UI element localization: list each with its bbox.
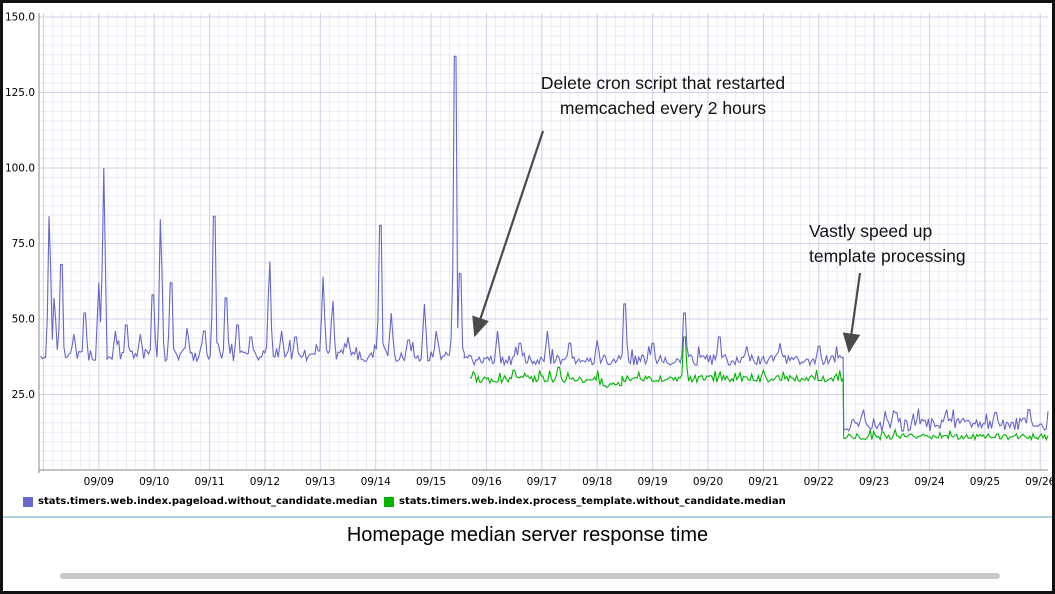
y-tick-label: 125.0	[5, 87, 35, 99]
x-tick-label: 09/17	[527, 476, 557, 488]
x-tick-label: 09/10	[139, 476, 169, 488]
x-tick-label: 09/15	[416, 476, 446, 488]
page-title: Homepage median server response time	[346, 524, 709, 546]
series-line-1	[469, 336, 1049, 442]
x-tick-label: 09/26	[1025, 476, 1052, 488]
chart-canvas: 25.0 50.0 75.0 100.0 125.0 150.0 09/09 09/10 09/…	[5, 12, 1052, 489]
legend-item-process-template: stats.timers.web.index.process_template.…	[384, 496, 786, 507]
y-tick-label: 25.0	[12, 389, 35, 401]
annotation-arrows	[472, 130, 862, 354]
x-tick-label: 09/20	[693, 476, 723, 488]
series-lines	[40, 55, 1049, 442]
y-tick-label: 100.0	[5, 163, 35, 175]
x-tick-label: 09/23	[859, 476, 889, 488]
scrollbar-thumb[interactable]	[60, 573, 1000, 579]
legend: stats.timers.web.index.pageload.without_…	[3, 496, 1052, 510]
grid	[38, 13, 1048, 473]
legend-label-pageload: stats.timers.web.index.pageload.without_…	[38, 496, 378, 507]
annotation-memcached-line1: Delete cron script that restarted	[540, 73, 786, 93]
annotation-template-line1: Vastly speed up	[809, 221, 933, 241]
x-tick-label: 09/25	[970, 476, 1000, 488]
annotation-template: Vastly speed up template processing	[809, 219, 1039, 269]
annotation-memcached-line2: memcached every 2 hours	[559, 98, 767, 118]
x-tick-label: 09/19	[637, 476, 667, 488]
x-tick-label: 09/12	[250, 476, 280, 488]
divider-line	[3, 516, 1052, 518]
x-tick-label: 09/22	[804, 476, 834, 488]
x-tick-label: 09/09	[84, 476, 114, 488]
x-tick-label: 09/16	[471, 476, 502, 488]
legend-swatch-process-template-icon	[384, 496, 394, 507]
x-tick-label: 09/21	[748, 476, 778, 488]
series-line-0	[40, 55, 1049, 432]
legend-swatch-pageload-icon	[23, 496, 33, 507]
annotation-memcached: Delete cron script that restarted memcac…	[501, 71, 825, 121]
x-tick-label: 09/14	[361, 476, 392, 488]
x-tick-label: 09/18	[582, 476, 612, 488]
x-tick-label: 09/13	[305, 476, 335, 488]
x-tick-label: 09/24	[914, 476, 945, 488]
annotation-template-line2: template processing	[809, 246, 966, 266]
annotation-arrow-0	[472, 130, 545, 338]
y-tick-label: 150.0	[5, 12, 35, 24]
annotation-arrow-1	[842, 272, 862, 354]
y-tick-label: 50.0	[12, 314, 35, 326]
legend-item-pageload: stats.timers.web.index.pageload.without_…	[23, 496, 377, 507]
y-tick-label: 75.0	[12, 238, 35, 250]
axis-labels: 25.0 50.0 75.0 100.0 125.0 150.0 09/09 09/10 09/…	[5, 12, 1052, 489]
x-tick-label: 09/11	[194, 476, 224, 488]
legend-label-process-template: stats.timers.web.index.process_template.…	[399, 496, 786, 507]
